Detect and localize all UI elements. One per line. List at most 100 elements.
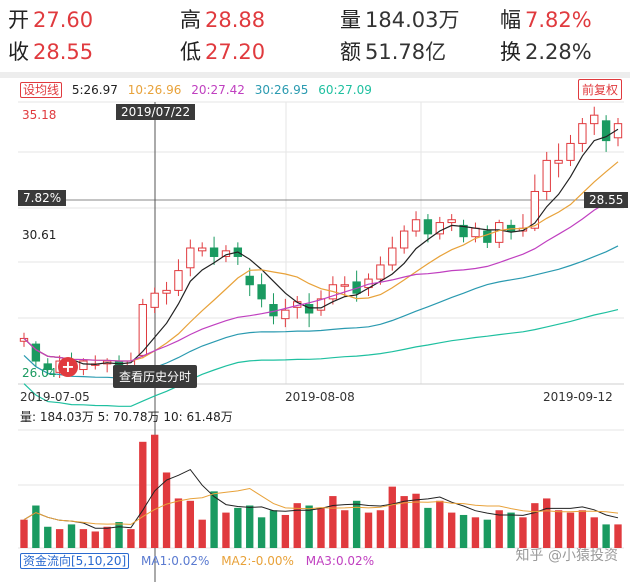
volume-bar (67, 524, 76, 548)
volume-bar (293, 503, 301, 548)
ma20-line (23, 195, 619, 362)
volume-info: 量: 184.03万 5: 70.78万 10: 61.48万 (20, 410, 233, 424)
candle-body (186, 247, 195, 269)
volume-bar (20, 519, 28, 548)
history-button[interactable]: 查看历史分时 (113, 365, 198, 388)
candle-body (304, 304, 314, 314)
ma-legend: 设均线 5:26.97 10:26.96 20:27.42 30:26.95 6… (20, 81, 378, 99)
x-label-1: 2019-08-08 (285, 390, 355, 404)
candle-body (162, 289, 171, 294)
candle-body (423, 219, 433, 235)
candle-body (613, 123, 623, 139)
quote-volume: 量 184.03万 (340, 8, 460, 32)
ma2-value: MA2:-0.00% (221, 554, 294, 568)
volume-bar (222, 512, 230, 548)
ma20-value: 20:27.42 (191, 83, 245, 97)
volume-bar (376, 510, 385, 548)
volume-bar (388, 486, 396, 548)
volume-bar (210, 491, 218, 548)
candle-body (174, 270, 183, 291)
y-label-mid: 30.61 (22, 228, 57, 242)
candle-body (388, 247, 397, 266)
candle-body (530, 190, 540, 229)
ma1-value: MA1:0.02% (141, 554, 210, 568)
volume-bar (507, 512, 515, 548)
volume-bar (471, 517, 480, 548)
quote-amount: 额 51.78亿 (340, 40, 447, 64)
volume-bar (186, 500, 195, 548)
volume-bar (55, 529, 64, 548)
volume-bar (281, 514, 290, 548)
volume-bar (269, 510, 278, 548)
ma-setting-button[interactable]: 设均线 (20, 82, 63, 98)
volume-bar (531, 503, 539, 548)
volume-ma5-line (23, 468, 619, 529)
volume-bar (590, 517, 598, 548)
volume-bar (364, 512, 373, 548)
ma5-value: 5:26.97 (71, 83, 118, 97)
add-icon[interactable]: + (58, 357, 78, 377)
volume-bar (257, 517, 266, 548)
volume-bar (139, 441, 147, 548)
volume-bar (32, 505, 40, 548)
candle-body (43, 363, 52, 371)
candle-body (459, 224, 468, 238)
ma60-line (23, 309, 619, 407)
quote-turnover: 换 2.28% (500, 40, 592, 64)
x-label-0: 2019-07-05 (20, 390, 90, 404)
y-label-top: 35.18 (22, 108, 57, 122)
y-label-bottom: 26.04 (22, 366, 57, 380)
x-label-2: 2019-09-12 (543, 390, 613, 404)
volume-bar (554, 510, 563, 548)
volume-bar (91, 531, 99, 548)
candle-body (447, 219, 456, 224)
quote-close: 收 28.55 (8, 40, 94, 64)
candle-body (376, 264, 385, 280)
quote-header: 开 27.60 高 28.88 量 184.03万 幅 7.82% 收 28.55 低 27… (0, 0, 630, 72)
candle-body (483, 230, 492, 243)
watermark: 知乎 @小猿投资 (515, 548, 618, 564)
candle-body (150, 292, 159, 308)
volume-bar (44, 526, 52, 548)
candle-body (601, 120, 611, 142)
volume-bar (602, 524, 610, 548)
adjust-button[interactable]: 前复权 (577, 79, 622, 100)
volume-bar (614, 524, 622, 548)
volume-bar (412, 493, 420, 548)
candle-body (495, 222, 504, 243)
volume-bar (400, 496, 408, 548)
candle-body (590, 114, 599, 125)
volume-bar (198, 519, 206, 548)
volume-bar (127, 529, 135, 548)
candle-body (411, 219, 421, 232)
candle-body (245, 275, 254, 286)
volume-bar (566, 512, 575, 548)
volume-ma10-line (23, 487, 619, 525)
volume-bar (79, 529, 88, 548)
volume-bar (447, 512, 456, 548)
volume-bar (317, 507, 325, 548)
volume-bar (519, 517, 527, 548)
quote-range: 幅 7.82% (500, 8, 592, 32)
candle-body (281, 309, 290, 320)
ma5-line (23, 128, 619, 366)
volume-bar (234, 507, 242, 548)
candle-body (554, 159, 563, 164)
candle-body (31, 343, 41, 362)
volume-bar (329, 496, 337, 548)
ma3-value: MA3:0.02% (305, 554, 375, 568)
ma30-value: 30:26.95 (254, 83, 309, 97)
volume-bar (352, 500, 361, 548)
volume-bar (459, 514, 468, 548)
ma10-value: 10:26.96 (127, 83, 182, 97)
candle-body (316, 298, 326, 311)
candle-body (209, 247, 219, 257)
separator (0, 72, 630, 78)
volume-bar (103, 526, 111, 548)
candle-body (257, 284, 266, 300)
fund-flow-button[interactable]: 资金流向[5,10,20] (20, 553, 130, 569)
volume-bar (424, 507, 432, 548)
candle-body (399, 230, 409, 249)
volume-bar (436, 500, 444, 548)
